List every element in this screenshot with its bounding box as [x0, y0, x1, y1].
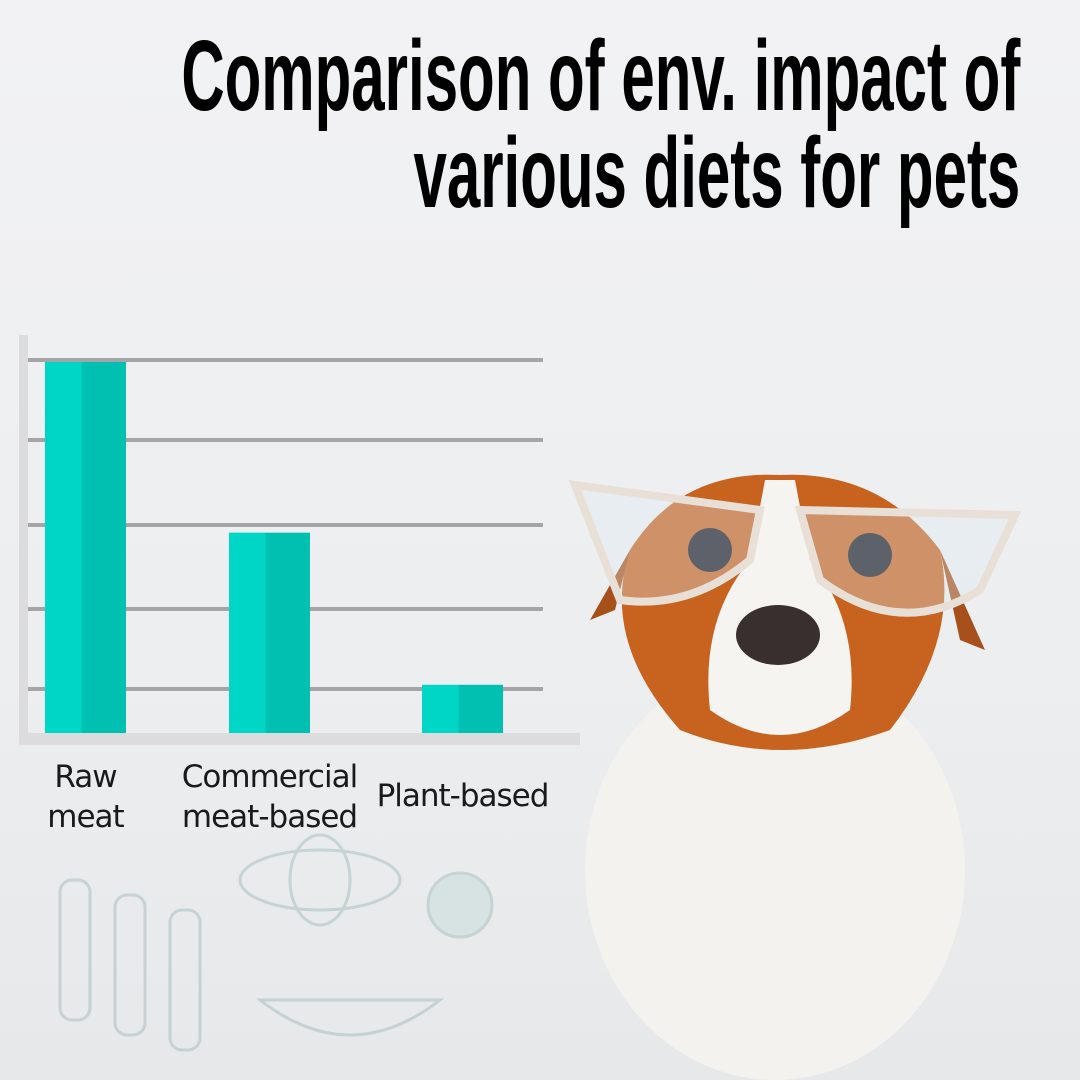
category-label-line: meat-based [181, 799, 358, 835]
category-label-line: Commercial [181, 759, 358, 795]
bar-1 [265, 532, 310, 733]
bar-chart [19, 335, 580, 745]
bar-0 [81, 362, 126, 733]
gridline-2 [28, 523, 543, 527]
gridline-1 [28, 438, 543, 442]
bar-0-light [45, 362, 82, 733]
dog-with-glasses-photo [568, 474, 1022, 1080]
bar-2 [458, 684, 503, 733]
science-doodles-background [58, 833, 494, 1052]
category-label-2: Plant-based [353, 776, 573, 816]
category-label-1: Commercial meat-based [160, 757, 380, 837]
title-line-1: Comparison of env. impact of [181, 20, 1020, 132]
category-label-0: Raw meat [0, 757, 196, 837]
chart-title: Comparison of env. impact of various die… [181, 20, 1020, 229]
category-label-line: Raw [54, 759, 117, 795]
gridline-0 [28, 358, 543, 362]
y-axis [19, 335, 28, 745]
x-axis [19, 733, 580, 745]
category-label-line: meat [47, 799, 124, 835]
title-line-2: various diets for pets [413, 117, 1020, 229]
bar-2-light [422, 684, 459, 733]
bar-1-light [229, 532, 266, 733]
category-label-line: Plant-based [376, 778, 550, 814]
